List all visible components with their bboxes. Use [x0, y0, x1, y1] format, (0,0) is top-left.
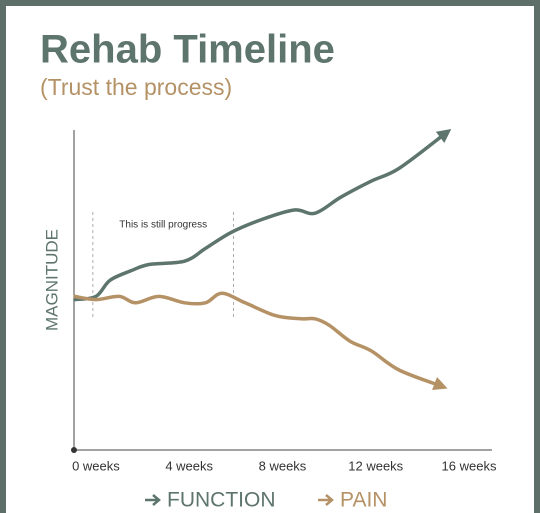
legend-arrow [318, 494, 334, 506]
origin-dot [71, 447, 77, 453]
legend-arrow [145, 494, 161, 506]
x-tick-label: 12 weeks [348, 458, 403, 473]
y-axis-label: MAGNITUDE [42, 229, 61, 331]
chart-subtitle: (Trust the process) [40, 74, 232, 100]
legend-label: FUNCTION [167, 489, 276, 512]
x-tick-label: 16 weeks [442, 458, 497, 473]
panel [6, 6, 534, 513]
x-tick-label: 0 weeks [72, 458, 120, 473]
x-tick-label: 4 weeks [165, 458, 213, 473]
series-line [73, 291, 448, 391]
annotation-text: This is still progress [119, 220, 207, 231]
legend-label: PAIN [340, 489, 387, 512]
x-tick-label: 8 weeks [259, 458, 307, 473]
chart-title: Rehab Timeline [40, 28, 335, 72]
series-line [73, 128, 452, 302]
